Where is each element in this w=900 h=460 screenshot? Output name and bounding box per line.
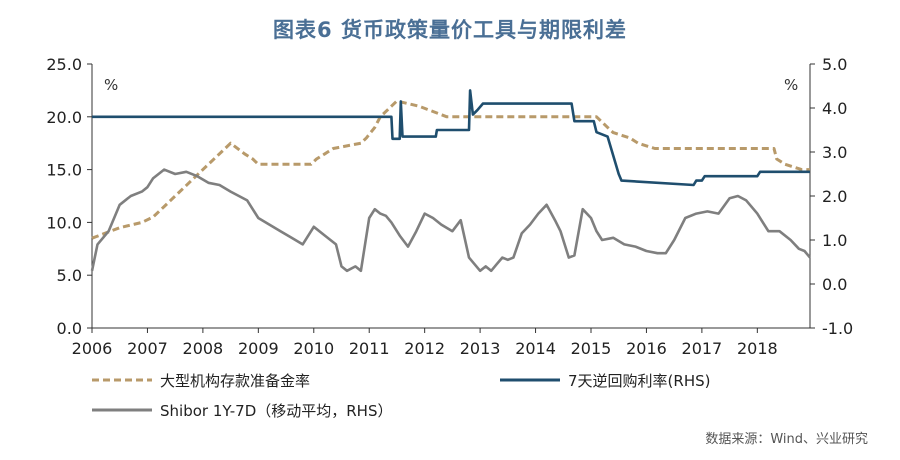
x-tick-label: 2011	[349, 339, 390, 358]
x-tick-label: 2006	[72, 339, 113, 358]
series-lines	[90, 89, 811, 273]
x-tick-label: 2013	[460, 339, 501, 358]
legend-label: Shibor 1Y-7D（移动平均，RHS）	[160, 402, 393, 420]
reserve-ratio-line	[91, 99, 810, 240]
x-tick-label: 2007	[127, 339, 168, 358]
x-tick-label: 2014	[515, 339, 556, 358]
x-tick-label: 2015	[571, 339, 612, 358]
left-tick-label: 25.0	[46, 55, 82, 74]
x-tick-label: 2017	[682, 339, 723, 358]
x-tick-label: 2010	[293, 339, 334, 358]
right-tick-label: -1.0	[822, 319, 853, 338]
right-axis-unit: %	[784, 76, 798, 94]
right-tick-label: 3.0	[822, 143, 847, 162]
legend: 大型机构存款准备金率 7天逆回购利率(RHS) Shibor 1Y-7D（移动平均，…	[92, 372, 710, 420]
source-note: 数据来源：Wind、兴业研究	[705, 432, 868, 447]
x-tick-label: 2008	[183, 339, 224, 358]
legend-label: 7天逆回购利率(RHS)	[568, 372, 710, 390]
chart-title: 图表6 货币政策量价工具与期限利差	[273, 18, 627, 42]
legend-reverse-repo: 7天逆回购利率(RHS)	[500, 372, 710, 390]
right-tick-label: 1.0	[822, 231, 847, 250]
x-tick-label: 2016	[626, 339, 667, 358]
left-tick-label: 10.0	[46, 213, 82, 232]
right-tick-label: 2.0	[822, 187, 847, 206]
x-tick-label: 2018	[737, 339, 778, 358]
left-tick-label: 0.0	[57, 319, 82, 338]
left-tick-label: 5.0	[57, 266, 82, 285]
right-tick-label: 4.0	[822, 99, 847, 118]
axes: 0.0 5.0 10.0 15.0 20.0 25.0 -1.0 0.0 1.0 2.0 3.0 4.…	[46, 55, 853, 358]
left-axis-unit: %	[104, 76, 118, 94]
left-tick-label: 15.0	[46, 161, 82, 180]
right-tick-label: 0.0	[822, 275, 847, 294]
x-tick-label: 2012	[404, 339, 445, 358]
shibor-spread-line	[90, 168, 811, 273]
left-tick-label: 20.0	[46, 108, 82, 127]
legend-label: 大型机构存款准备金率	[160, 372, 310, 390]
legend-shibor-spread: Shibor 1Y-7D（移动平均，RHS）	[92, 402, 393, 420]
reverse-repo-line	[92, 89, 810, 187]
right-tick-label: 5.0	[822, 55, 847, 74]
legend-reserve-ratio: 大型机构存款准备金率	[92, 372, 310, 390]
x-tick-label: 2009	[238, 339, 279, 358]
